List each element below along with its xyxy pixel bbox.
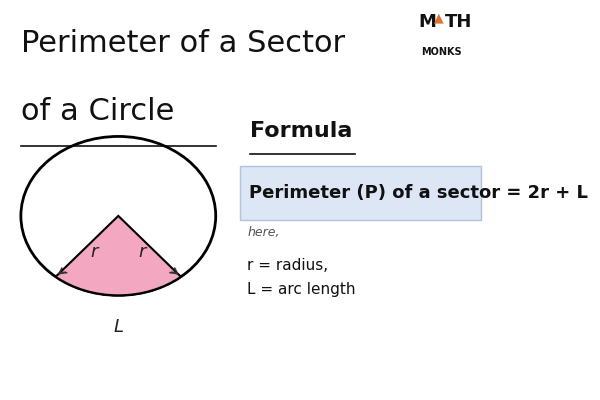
Text: r: r	[91, 243, 98, 261]
Text: r: r	[139, 243, 146, 261]
Text: Formula: Formula	[250, 120, 352, 140]
Text: M: M	[418, 13, 436, 31]
Text: TH: TH	[445, 13, 472, 31]
Text: MONKS: MONKS	[421, 47, 462, 57]
Text: Perimeter (P) of a sector = 2r + L: Perimeter (P) of a sector = 2r + L	[249, 184, 588, 202]
Text: of a Circle: of a Circle	[21, 97, 174, 126]
Text: ▲: ▲	[434, 11, 443, 24]
Text: here,: here,	[247, 226, 280, 239]
Wedge shape	[56, 216, 181, 295]
FancyBboxPatch shape	[240, 166, 481, 220]
Text: L: L	[113, 318, 123, 336]
Text: r = radius,
L = arc length: r = radius, L = arc length	[247, 258, 356, 297]
Text: Perimeter of a Sector: Perimeter of a Sector	[21, 29, 345, 58]
